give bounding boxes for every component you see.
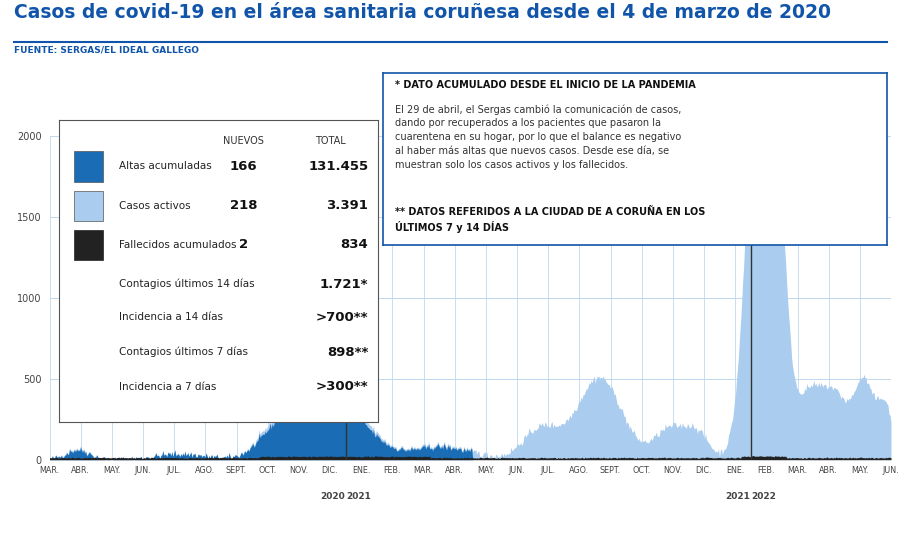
Text: 834: 834 — [341, 238, 368, 251]
Text: 2022: 2022 — [752, 492, 777, 502]
Text: 3.391: 3.391 — [327, 199, 368, 212]
Text: >700**: >700** — [316, 311, 368, 324]
Text: Casos activos: Casos activos — [119, 201, 191, 211]
Text: * DATO ACUMULADO DESDE EL INICIO DE LA PANDEMIA: * DATO ACUMULADO DESDE EL INICIO DE LA P… — [395, 81, 696, 90]
Text: 131.455: 131.455 — [309, 160, 368, 173]
Text: 898**: 898** — [327, 345, 368, 358]
Text: 2021: 2021 — [346, 492, 372, 502]
Text: FUENTE: SERGAS/EL IDEAL GALLEGO: FUENTE: SERGAS/EL IDEAL GALLEGO — [14, 45, 199, 54]
Bar — [75, 190, 104, 221]
Bar — [75, 151, 104, 182]
Text: >300**: >300** — [316, 380, 368, 393]
Text: Casos de covid-19 en el área sanitaria coruñesa desde el 4 de marzo de 2020: Casos de covid-19 en el área sanitaria c… — [14, 3, 831, 22]
Text: 166: 166 — [230, 160, 257, 173]
Text: NUEVOS: NUEVOS — [223, 137, 265, 146]
Text: Altas acumuladas: Altas acumuladas — [119, 162, 212, 171]
Text: 2021: 2021 — [725, 492, 750, 502]
Text: Contagios últimos 7 días: Contagios últimos 7 días — [119, 347, 248, 357]
Text: El 29 de abril, el Sergas cambió la comunicación de casos,
dando por recuperados: El 29 de abril, el Sergas cambió la comu… — [395, 104, 681, 170]
Text: Incidencia a 7 días: Incidencia a 7 días — [119, 382, 217, 392]
Text: 1.721*: 1.721* — [320, 278, 368, 290]
Text: TOTAL: TOTAL — [315, 137, 346, 146]
Text: 2020: 2020 — [320, 492, 345, 502]
Text: Contagios últimos 14 días: Contagios últimos 14 días — [119, 279, 255, 289]
Bar — [75, 230, 104, 260]
Text: Fallecidos acumulados: Fallecidos acumulados — [119, 240, 237, 250]
Text: Incidencia a 14 días: Incidencia a 14 días — [119, 312, 223, 323]
Text: 218: 218 — [230, 199, 257, 212]
Text: 2: 2 — [239, 238, 248, 251]
Text: ** DATOS REFERIDOS A LA CIUDAD DE A CORUÑA EN LOS
ÚLTIMOS 7 y 14 DÍAS: ** DATOS REFERIDOS A LA CIUDAD DE A CORU… — [395, 207, 706, 233]
